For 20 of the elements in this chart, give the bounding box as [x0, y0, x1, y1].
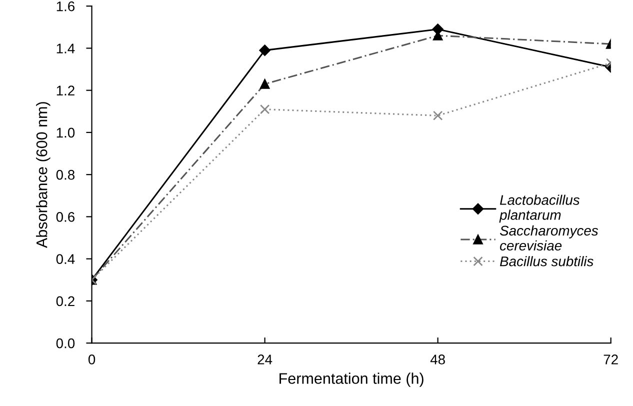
legend-label: Saccharomyces cerevisiae	[500, 225, 598, 251]
x-axis-title: Fermentation time (h)	[280, 372, 424, 387]
point	[432, 110, 443, 120]
x-tick-label: 24	[258, 354, 272, 364]
y-tick-label: 0.6	[56, 212, 75, 222]
legend-label: Bacillus subtilis	[500, 256, 594, 266]
y-tick-label: 1.6	[56, 1, 75, 12]
y-tick-label: 1.4	[56, 44, 75, 54]
y-tick-label: 0.0	[56, 338, 75, 348]
x-tick-label: 0	[88, 354, 96, 364]
y-tick-label: 1.2	[56, 86, 74, 96]
x-tick-label: 48	[430, 354, 445, 364]
legend-label: Lactobacillus plantarum	[499, 194, 580, 223]
y-axis-title: Absorbance (600 nm)	[36, 102, 50, 248]
y-tick-label: 1.0	[56, 128, 75, 138]
y-tick-label: 0.4	[56, 254, 75, 264]
y-tick-label: 0.2	[56, 296, 74, 306]
y-tick-label: 0.8	[56, 170, 75, 180]
point	[260, 104, 270, 114]
x-tick-label: 72	[604, 354, 618, 364]
